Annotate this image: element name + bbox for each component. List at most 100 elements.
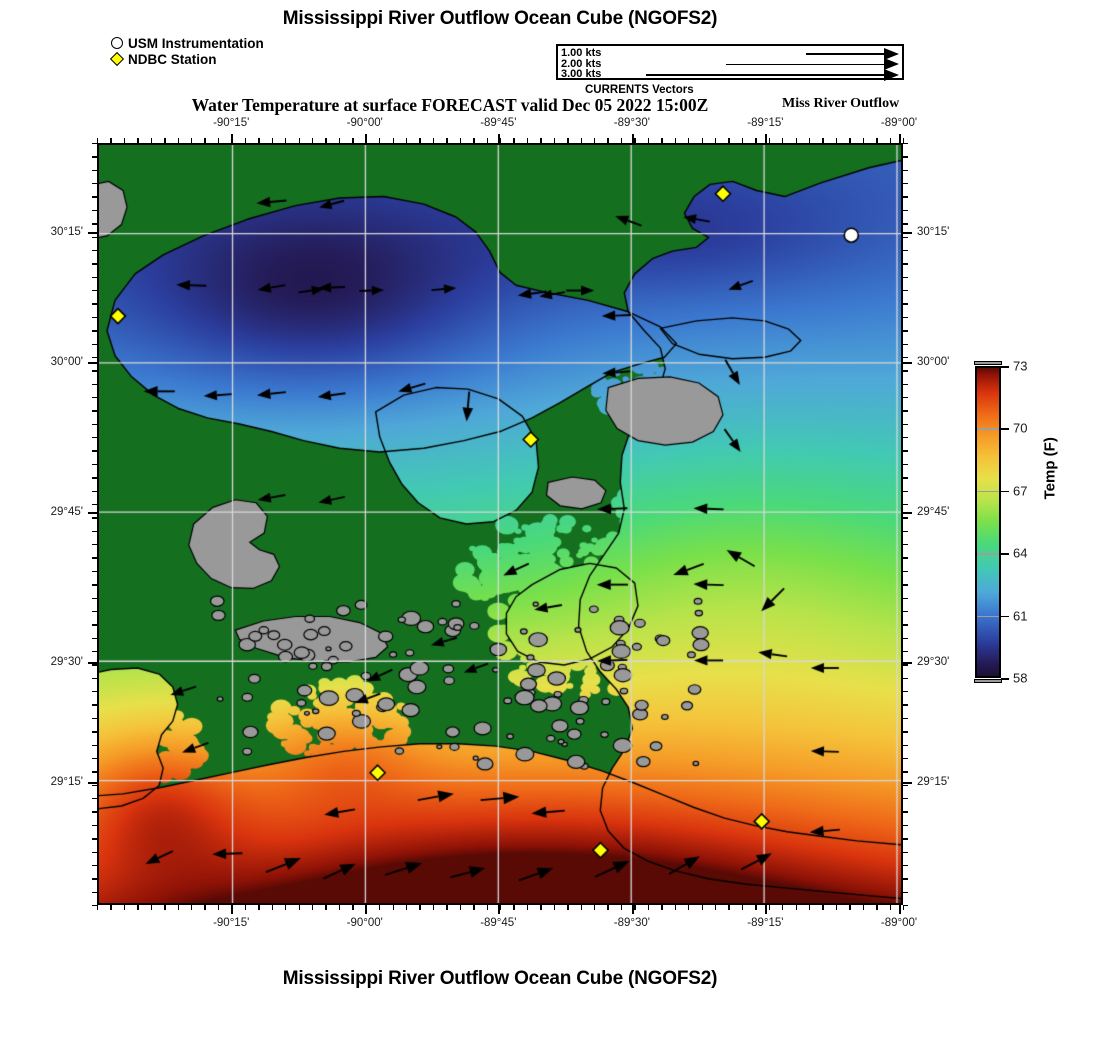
axis-minor-tick bbox=[500, 905, 502, 910]
axis-minor-tick bbox=[258, 905, 260, 910]
axis-minor-tick bbox=[714, 138, 717, 143]
axis-minor-tick bbox=[92, 156, 97, 158]
axis-minor-tick bbox=[903, 169, 908, 172]
axis-minor-tick bbox=[325, 138, 327, 143]
axis-minor-tick bbox=[661, 905, 663, 910]
colorbar-inner-tick bbox=[977, 428, 999, 430]
axis-x-label: -90°00' bbox=[346, 917, 383, 929]
axis-minor-tick bbox=[903, 276, 908, 279]
axis-major-tick bbox=[765, 134, 768, 143]
axis-minor-tick bbox=[459, 905, 462, 910]
axis-minor-tick bbox=[835, 905, 838, 910]
axis-minor-tick bbox=[903, 463, 908, 466]
region-label: Miss River Outflow bbox=[782, 96, 900, 111]
axis-minor-tick bbox=[459, 138, 462, 143]
axis-minor-tick bbox=[446, 138, 448, 143]
axis-minor-tick bbox=[92, 437, 97, 439]
axis-minor-tick bbox=[903, 343, 908, 345]
colorbar-tick-label: 73 bbox=[1013, 358, 1028, 374]
forecast-subtitle: Water Temperature at surface FORECAST va… bbox=[191, 95, 709, 115]
station-legend: USM Instrumentation NDBC Station bbox=[109, 36, 264, 68]
axis-minor-tick bbox=[594, 138, 596, 143]
axis-minor-tick bbox=[92, 463, 97, 466]
axis-minor-tick bbox=[92, 196, 97, 198]
axis-minor-tick bbox=[92, 664, 97, 666]
axis-minor-tick bbox=[903, 891, 908, 894]
axis-minor-tick bbox=[405, 138, 408, 143]
axis-minor-tick bbox=[903, 236, 908, 238]
axis-minor-tick bbox=[661, 138, 663, 143]
axis-minor-tick bbox=[191, 138, 193, 143]
axis-y-label: 30°15' bbox=[917, 226, 950, 238]
currents-legend-arrowhead bbox=[884, 68, 899, 81]
axis-minor-tick bbox=[92, 544, 97, 546]
temperature-field-canvas bbox=[99, 145, 901, 903]
axis-minor-tick bbox=[768, 905, 771, 910]
axis-minor-tick bbox=[903, 196, 908, 198]
axis-minor-tick bbox=[526, 138, 529, 143]
axis-minor-tick bbox=[674, 905, 677, 910]
axis-minor-tick bbox=[755, 905, 757, 910]
axis-minor-tick bbox=[714, 905, 717, 910]
axis-minor-tick bbox=[500, 138, 502, 143]
axis-minor-tick bbox=[110, 905, 112, 910]
axis-minor-tick bbox=[92, 276, 97, 279]
axis-major-tick bbox=[903, 512, 912, 514]
axis-minor-tick bbox=[903, 316, 908, 319]
axis-minor-tick bbox=[889, 138, 891, 143]
colorbar-inner-tick bbox=[977, 615, 999, 618]
axis-minor-tick bbox=[903, 824, 908, 827]
axis-x-label: -89°45' bbox=[480, 117, 517, 129]
axis-minor-tick bbox=[903, 223, 908, 225]
axis-minor-tick bbox=[903, 450, 908, 452]
axis-minor-tick bbox=[513, 138, 515, 143]
axis-minor-tick bbox=[92, 784, 97, 787]
axis-minor-tick bbox=[647, 905, 650, 910]
axis-minor-tick bbox=[432, 905, 435, 910]
legend-label-usm: USM Instrumentation bbox=[128, 36, 264, 51]
axis-minor-tick bbox=[903, 771, 908, 773]
axis-minor-tick bbox=[876, 138, 878, 143]
axis-minor-tick bbox=[92, 851, 97, 853]
axis-minor-tick bbox=[92, 624, 97, 626]
axis-minor-tick bbox=[92, 610, 97, 613]
axis-minor-tick bbox=[285, 138, 287, 143]
axis-minor-tick bbox=[903, 209, 908, 212]
axis-minor-tick bbox=[92, 356, 97, 359]
axis-minor-tick bbox=[92, 731, 97, 733]
usm-circle-icon bbox=[110, 36, 125, 51]
axis-minor-tick bbox=[903, 370, 908, 372]
axis-minor-tick bbox=[835, 138, 838, 143]
axis-minor-tick bbox=[92, 691, 97, 693]
axis-minor-tick bbox=[92, 771, 97, 773]
map-panel[interactable] bbox=[97, 143, 903, 905]
axis-minor-tick bbox=[311, 138, 314, 143]
colorbar-tick-label: 67 bbox=[1013, 483, 1028, 499]
axis-minor-tick bbox=[903, 557, 908, 559]
currents-legend-arrowhead bbox=[884, 47, 899, 60]
axis-minor-tick bbox=[862, 905, 865, 910]
axis-x-label: -90°00' bbox=[346, 117, 383, 129]
axis-minor-tick bbox=[177, 138, 179, 143]
colorbar-tick-label: 58 bbox=[1013, 670, 1028, 686]
axis-minor-tick bbox=[903, 757, 908, 760]
axis-minor-tick bbox=[903, 503, 908, 506]
axis-minor-tick bbox=[92, 878, 97, 880]
axis-minor-tick bbox=[473, 138, 475, 143]
axis-minor-tick bbox=[903, 691, 908, 693]
axis-minor-tick bbox=[137, 905, 139, 910]
axis-minor-tick bbox=[728, 905, 730, 910]
axis-minor-tick bbox=[903, 397, 908, 399]
axis-minor-tick bbox=[352, 138, 354, 143]
axis-minor-tick bbox=[446, 905, 448, 910]
axis-minor-tick bbox=[903, 156, 908, 158]
axis-minor-tick bbox=[903, 905, 908, 907]
currents-legend-label: 2.00 kts bbox=[561, 57, 602, 70]
axis-major-tick bbox=[498, 905, 501, 914]
axis-major-tick bbox=[88, 361, 97, 364]
axis-x-label: -90°15' bbox=[213, 117, 250, 129]
axis-minor-tick bbox=[849, 905, 851, 910]
currents-legend-label: 1.00 kts bbox=[561, 47, 602, 59]
axis-minor-tick bbox=[164, 138, 166, 143]
axis-minor-tick bbox=[903, 744, 908, 746]
